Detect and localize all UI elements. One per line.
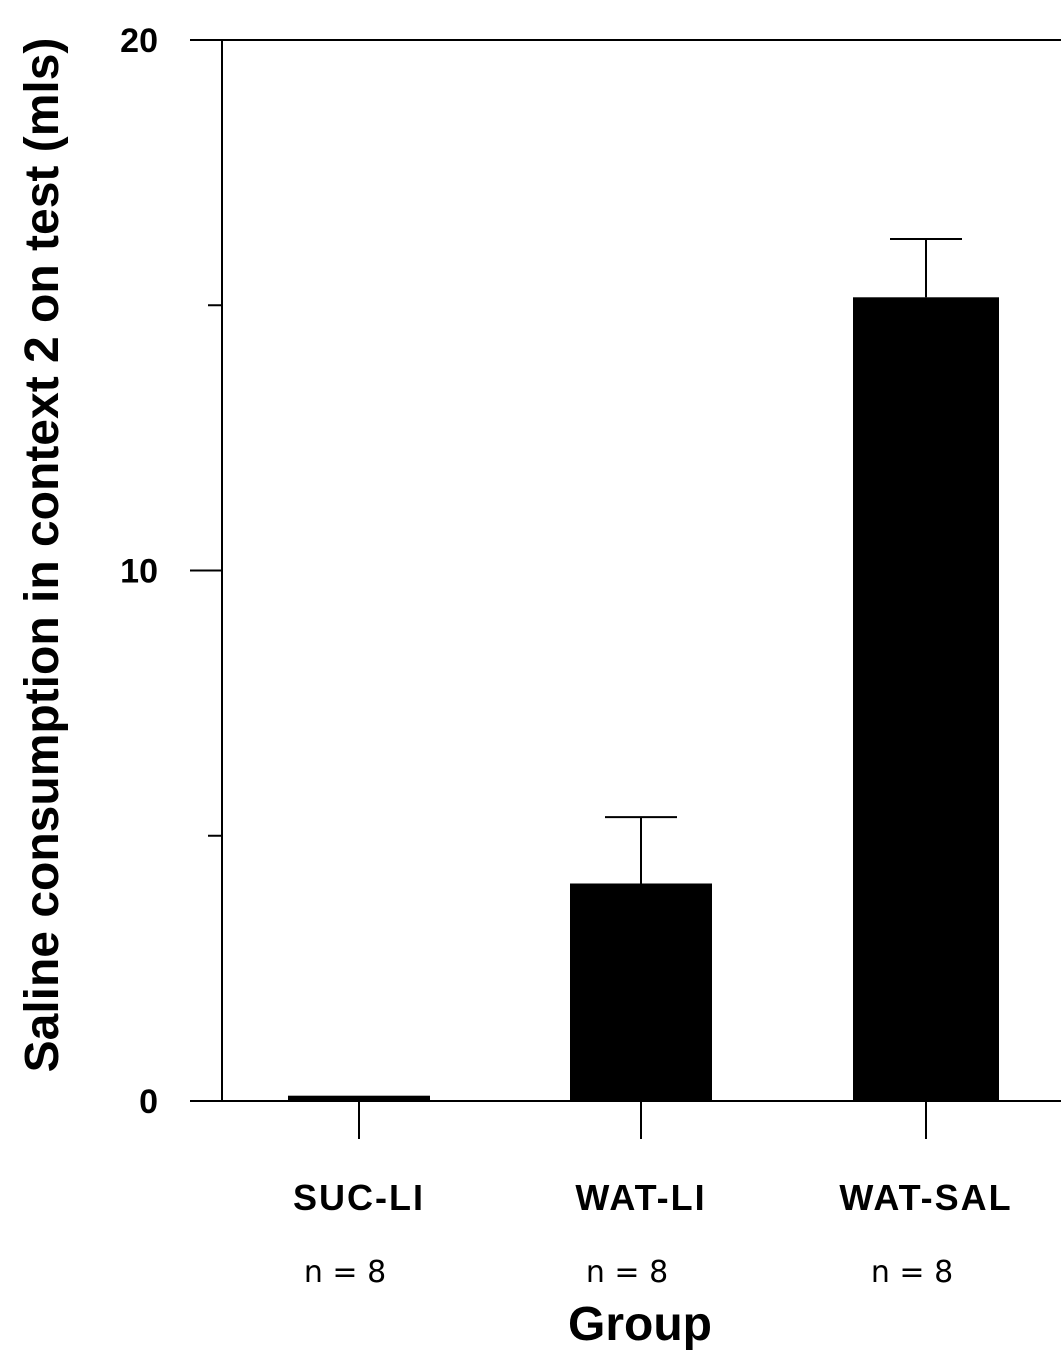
bar-wat-sal [853, 297, 999, 1102]
sample-size-label: n = 8 [586, 1255, 668, 1290]
sample-size-label: n = 8 [871, 1255, 953, 1290]
y-tick-labels: 0 10 20 [120, 22, 158, 1121]
y-tick-label: 0 [139, 1083, 158, 1121]
bar-suc-li [288, 1095, 430, 1101]
y-axis-title: Saline consumption in context 2 on test … [16, 38, 69, 1073]
category-labels: SUC-LI WAT-LI WAT-SAL [293, 1177, 1012, 1218]
category-label: SUC-LI [293, 1177, 425, 1218]
y-tick-label: 10 [120, 553, 158, 591]
x-axis-title: Group [568, 1298, 712, 1351]
category-label: WAT-SAL [839, 1177, 1012, 1218]
n-labels: n = 8 n = 8 n = 8 [304, 1255, 953, 1290]
y-tick-label: 20 [120, 22, 158, 60]
error-bars [605, 237, 962, 884]
category-label: WAT-LI [575, 1177, 706, 1218]
bar-wat-li [570, 883, 712, 1101]
sample-size-label: n = 8 [304, 1255, 386, 1290]
bars [288, 297, 999, 1102]
